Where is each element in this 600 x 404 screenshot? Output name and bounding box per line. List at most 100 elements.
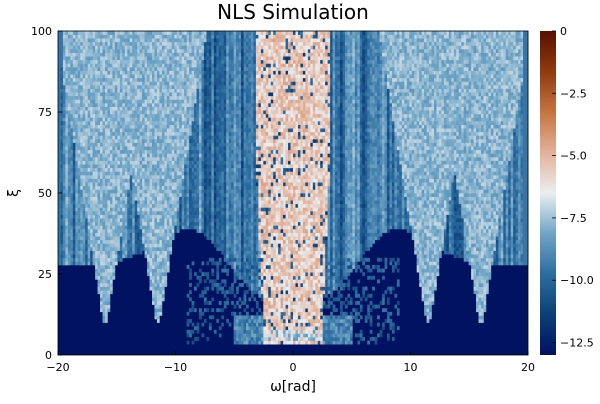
heatmap-cell — [87, 218, 91, 223]
heatmap-cell — [147, 218, 150, 223]
heatmap-cell — [280, 243, 284, 248]
heatmap-cell — [263, 319, 267, 323]
heatmap-cell — [394, 225, 398, 230]
heatmap-cell — [330, 229, 333, 233]
heatmap-cell — [310, 232, 314, 237]
heatmap-cell — [508, 247, 511, 251]
heatmap-cell — [505, 196, 509, 201]
heatmap-cell — [391, 193, 395, 197]
heatmap-cell — [273, 239, 276, 244]
heatmap-cell — [265, 319, 269, 323]
heatmap-cell — [362, 232, 366, 237]
heatmap-cell — [288, 326, 291, 331]
heatmap-cell — [372, 203, 375, 208]
heatmap-cell — [285, 268, 289, 273]
heatmap-cell — [483, 265, 487, 269]
heatmap-cell — [134, 239, 138, 244]
heatmap-cell — [505, 243, 509, 248]
heatmap-cell — [290, 236, 294, 241]
heatmap-cell — [72, 189, 76, 194]
heatmap-cell — [451, 250, 455, 255]
heatmap-cell — [322, 268, 326, 273]
heatmap-cell — [231, 232, 234, 237]
heatmap-cell — [184, 218, 187, 223]
heatmap-cell — [340, 193, 343, 197]
heatmap-cell — [280, 218, 284, 223]
heatmap-cell — [293, 254, 296, 259]
heatmap-cell — [196, 283, 200, 287]
heatmap-cell — [263, 268, 267, 273]
heatmap-cell — [226, 232, 229, 237]
heatmap-cell — [332, 250, 336, 255]
heatmap-cell — [201, 200, 205, 205]
heatmap-cell — [478, 239, 482, 244]
heatmap-cell — [236, 272, 239, 277]
heatmap-cell — [478, 319, 482, 323]
heatmap-cell — [258, 214, 262, 219]
heatmap-cell — [191, 200, 195, 205]
heatmap-cell — [295, 279, 299, 284]
heatmap-cell — [258, 322, 262, 327]
heatmap-cell — [362, 250, 366, 255]
heatmap-cell — [265, 283, 269, 287]
heatmap-cell — [473, 254, 477, 259]
heatmap-cell — [62, 247, 66, 251]
heatmap-cell — [60, 243, 64, 248]
heatmap-cell — [302, 225, 306, 230]
heatmap-cell — [485, 290, 489, 295]
heatmap-cell — [218, 232, 222, 237]
heatmap-cell — [75, 207, 79, 212]
heatmap-cell — [426, 225, 430, 230]
heatmap-cell — [280, 304, 284, 309]
heatmap-cell — [228, 203, 232, 208]
heatmap-cells — [58, 31, 529, 345]
heatmap-cell — [434, 257, 437, 262]
heatmap-cell — [176, 207, 180, 212]
heatmap-cell — [149, 236, 153, 241]
heatmap-cell — [438, 196, 442, 201]
heatmap-cell — [174, 196, 178, 201]
heatmap-cell — [278, 275, 281, 280]
heatmap-cell — [246, 265, 249, 269]
heatmap-cell — [520, 203, 524, 208]
heatmap-cell — [505, 211, 509, 215]
heatmap-cell — [406, 221, 410, 226]
heatmap-cell — [117, 254, 121, 259]
heatmap-cell — [429, 268, 432, 273]
heatmap-cell — [241, 319, 244, 323]
heatmap-cell — [100, 200, 103, 205]
heatmap-cell — [174, 211, 178, 215]
heatmap-cell — [322, 203, 326, 208]
heatmap-cell — [409, 218, 413, 223]
heatmap-cell — [357, 243, 361, 248]
heatmap-cell — [478, 203, 482, 208]
heatmap-cell — [238, 261, 242, 266]
heatmap-cell — [263, 297, 267, 302]
heatmap-cell — [241, 247, 244, 251]
heatmap-cell — [75, 203, 79, 208]
heatmap-cell — [505, 203, 509, 208]
heatmap-cell — [102, 297, 106, 302]
heatmap-cell — [129, 203, 133, 208]
heatmap-cell — [231, 286, 234, 291]
heatmap-cell — [446, 225, 450, 230]
heatmap-cell — [342, 333, 346, 338]
heatmap-cell — [233, 225, 237, 230]
heatmap-cell — [90, 247, 93, 251]
heatmap-cell — [290, 297, 294, 302]
heatmap-cell — [364, 239, 368, 244]
heatmap-cell — [288, 221, 291, 226]
heatmap-cell — [349, 319, 353, 323]
heatmap-cell — [213, 232, 217, 237]
heatmap-cell — [159, 308, 163, 313]
heatmap-cell — [250, 286, 254, 291]
heatmap-cell — [441, 218, 445, 223]
heatmap-cell — [213, 279, 217, 284]
heatmap-cell — [330, 214, 333, 219]
heatmap-cell — [463, 243, 467, 248]
heatmap-cell — [409, 221, 413, 226]
heatmap-cell — [438, 214, 442, 219]
heatmap-cell — [186, 319, 190, 323]
heatmap-cell — [330, 329, 333, 334]
heatmap-cell — [233, 265, 237, 269]
